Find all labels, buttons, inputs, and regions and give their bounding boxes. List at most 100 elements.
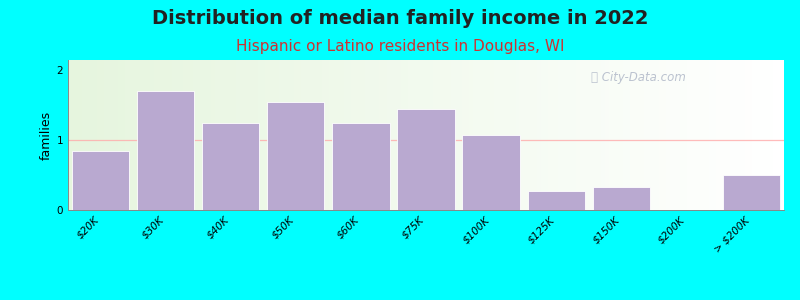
Bar bbox=[451, 60, 454, 210]
Bar bbox=[634, 60, 638, 210]
Bar bbox=[140, 60, 143, 210]
Bar bbox=[723, 60, 726, 210]
Bar bbox=[734, 60, 738, 210]
Bar bbox=[365, 60, 369, 210]
Bar bbox=[684, 60, 687, 210]
Bar bbox=[644, 60, 648, 210]
Bar bbox=[609, 60, 612, 210]
Bar bbox=[694, 60, 698, 210]
Bar bbox=[655, 60, 658, 210]
Bar bbox=[276, 60, 279, 210]
Bar bbox=[562, 60, 566, 210]
Bar bbox=[687, 60, 691, 210]
Bar bbox=[333, 60, 337, 210]
Bar bbox=[218, 60, 222, 210]
Bar bbox=[698, 60, 702, 210]
Bar bbox=[82, 60, 86, 210]
Bar bbox=[677, 60, 680, 210]
Bar bbox=[315, 60, 318, 210]
Bar bbox=[444, 60, 447, 210]
Bar bbox=[340, 60, 344, 210]
Bar bbox=[638, 60, 641, 210]
Bar bbox=[748, 60, 752, 210]
Bar bbox=[480, 60, 483, 210]
Bar bbox=[505, 60, 508, 210]
Bar bbox=[412, 60, 415, 210]
Bar bbox=[161, 60, 165, 210]
Bar bbox=[433, 60, 437, 210]
Bar bbox=[462, 60, 466, 210]
Bar bbox=[454, 60, 458, 210]
Bar bbox=[702, 60, 706, 210]
Bar bbox=[386, 60, 390, 210]
Bar bbox=[211, 60, 214, 210]
Bar bbox=[419, 60, 422, 210]
Bar bbox=[544, 60, 548, 210]
Bar bbox=[250, 60, 254, 210]
Bar bbox=[337, 60, 340, 210]
Bar bbox=[240, 60, 243, 210]
Bar bbox=[233, 60, 236, 210]
Bar bbox=[662, 60, 666, 210]
Bar bbox=[290, 60, 294, 210]
Bar bbox=[426, 60, 430, 210]
Bar bbox=[590, 60, 594, 210]
Bar bbox=[107, 60, 111, 210]
Bar bbox=[68, 60, 71, 210]
Bar bbox=[490, 60, 494, 210]
Bar bbox=[616, 60, 619, 210]
Bar bbox=[730, 60, 734, 210]
Bar bbox=[137, 92, 194, 210]
Bar bbox=[719, 60, 723, 210]
Bar bbox=[197, 60, 201, 210]
Bar bbox=[78, 60, 82, 210]
Bar bbox=[222, 60, 226, 210]
Bar bbox=[267, 102, 325, 210]
Bar bbox=[447, 60, 451, 210]
Bar bbox=[344, 60, 347, 210]
Bar bbox=[214, 60, 218, 210]
Bar bbox=[752, 60, 755, 210]
Bar bbox=[114, 60, 118, 210]
Bar bbox=[398, 109, 454, 210]
Bar bbox=[515, 60, 519, 210]
Bar bbox=[573, 60, 576, 210]
Bar bbox=[401, 60, 405, 210]
Bar bbox=[673, 60, 677, 210]
Bar bbox=[208, 60, 211, 210]
Bar bbox=[104, 60, 107, 210]
Bar bbox=[741, 60, 745, 210]
Bar bbox=[558, 60, 562, 210]
Bar bbox=[175, 60, 179, 210]
Bar bbox=[759, 60, 762, 210]
Bar bbox=[519, 60, 522, 210]
Bar bbox=[100, 60, 104, 210]
Text: Distribution of median family income in 2022: Distribution of median family income in … bbox=[152, 9, 648, 28]
Bar bbox=[570, 60, 573, 210]
Bar bbox=[243, 60, 247, 210]
Bar bbox=[226, 60, 229, 210]
Bar bbox=[666, 60, 670, 210]
Bar bbox=[587, 60, 590, 210]
Bar bbox=[133, 60, 136, 210]
Bar bbox=[745, 60, 748, 210]
Bar bbox=[580, 60, 583, 210]
Bar bbox=[494, 60, 498, 210]
Bar bbox=[458, 60, 462, 210]
Bar bbox=[706, 60, 709, 210]
Bar bbox=[301, 60, 304, 210]
Bar bbox=[648, 60, 651, 210]
Bar bbox=[766, 60, 770, 210]
Bar bbox=[526, 60, 530, 210]
Bar bbox=[322, 60, 326, 210]
Bar bbox=[286, 60, 290, 210]
Bar bbox=[165, 60, 168, 210]
Bar bbox=[440, 60, 444, 210]
Bar bbox=[318, 60, 322, 210]
Bar bbox=[194, 60, 197, 210]
Bar bbox=[594, 60, 598, 210]
Bar bbox=[408, 60, 412, 210]
Bar bbox=[534, 60, 537, 210]
Bar bbox=[473, 60, 476, 210]
Bar bbox=[204, 60, 208, 210]
